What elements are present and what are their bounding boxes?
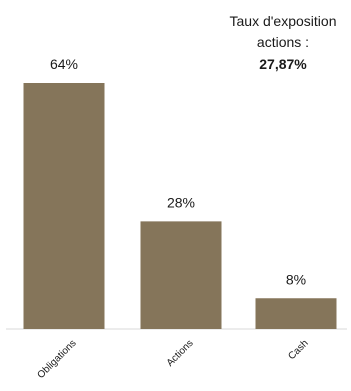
- bar-actions: [140, 221, 222, 329]
- x-tick-label-cash: Cash: [286, 338, 310, 362]
- plot-area: 64% Obligations 28% Actions 8% Cash: [6, 56, 347, 381]
- data-label-actions: 28%: [167, 194, 195, 210]
- exposure-annotation: Taux d'exposition actions : 27,87%: [230, 13, 337, 72]
- x-tick-label-obligations: Obligations: [35, 338, 78, 381]
- x-tick-label-actions: Actions: [165, 338, 196, 369]
- data-label-cash: 8%: [286, 271, 306, 287]
- annotation-value: 27,87%: [259, 56, 307, 72]
- bar-obligations: [23, 83, 105, 329]
- annotation-line-2: actions :: [257, 34, 309, 50]
- data-label-obligations: 64%: [50, 56, 78, 72]
- annotation-line-1: Taux d'exposition: [230, 13, 337, 29]
- bar-cash: [255, 298, 337, 329]
